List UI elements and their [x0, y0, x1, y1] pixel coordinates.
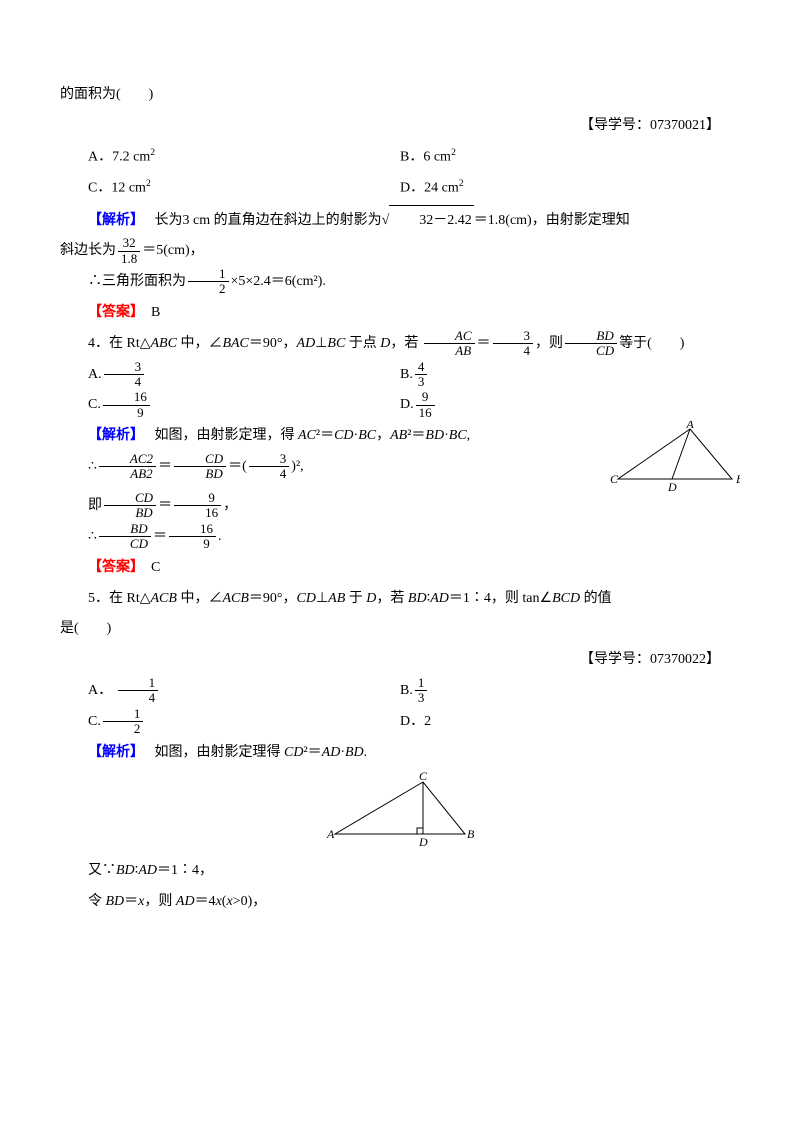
q4-optA: A.34 — [60, 360, 400, 391]
q5-stem-2: 是( ) — [60, 614, 740, 645]
q5-options-1: A． 14 B.13 — [60, 676, 740, 707]
answer-label: 【答案】 — [88, 560, 137, 575]
svg-text:C: C — [419, 772, 428, 783]
svg-text:A: A — [326, 827, 335, 841]
q3-optC: C．12 cm2 — [60, 173, 400, 204]
q5-stem: 5．在 Rt△ACB 中，∠ACB＝90°，CD⊥AB 于 D，若 BD∶AD＝… — [60, 584, 740, 615]
answer-label: 【答案】 — [88, 305, 137, 320]
q3-analysis-3: ∴三角形面积为12×5×2.4＝6(cm²). — [60, 267, 740, 298]
q3-analysis-1: 【解析】 长为3 cm 的直角边在斜边上的射影为32－2.42＝1.8(cm)，… — [60, 205, 740, 237]
svg-text:D: D — [667, 480, 677, 491]
analysis-label: 【解析】 — [88, 745, 137, 760]
q5-optC: C.12 — [60, 707, 400, 738]
q4-optB: B.43 — [400, 360, 740, 391]
q3-answer: 【答案】 B — [60, 298, 740, 329]
svg-text:B: B — [467, 827, 475, 841]
q4-diagram: A B C D — [610, 421, 740, 491]
q4-options-2: C.169 D.916 — [60, 390, 740, 421]
svg-text:D: D — [418, 835, 428, 849]
q5-optD: D．2 — [400, 707, 740, 738]
q3-ref: 【导学号：07370021】 — [60, 111, 740, 142]
q3-optB: B．6 cm2 — [400, 142, 740, 173]
q4-optD: D.916 — [400, 390, 740, 421]
svg-text:C: C — [610, 472, 619, 486]
q5-analysis-2: 又∵BD∶AD＝1∶4， — [60, 856, 740, 887]
q3-options-2: C．12 cm2 D．24 cm2 — [60, 173, 740, 204]
q4-optC: C.169 — [60, 390, 400, 421]
q4-analysis-3: 即CDBD＝916， — [60, 491, 740, 522]
q3-analysis-2: 斜边长为321.8＝5(cm)， — [60, 236, 740, 267]
q4-answer: 【答案】 C — [60, 553, 740, 584]
q3-options-1: A．7.2 cm2 B．6 cm2 — [60, 142, 740, 173]
q5-optA: A． 14 — [60, 676, 400, 707]
q3-optA: A．7.2 cm2 — [60, 142, 400, 173]
q3-optD: D．24 cm2 — [400, 173, 740, 204]
q4-stem: 4．在 Rt△ABC 中，∠BAC＝90°，AD⊥BC 于点 D，若 ACAB＝… — [60, 329, 740, 360]
analysis-label: 【解析】 — [88, 428, 137, 443]
q5-options-2: C.12 D．2 — [60, 707, 740, 738]
q5-diagram: C A B D — [325, 772, 475, 852]
q4-options-1: A.34 B.43 — [60, 360, 740, 391]
svg-text:A: A — [685, 421, 694, 431]
q5-optB: B.13 — [400, 676, 740, 707]
q5-ref: 【导学号：07370022】 — [60, 645, 740, 676]
svg-text:B: B — [736, 472, 740, 486]
q4-analysis-4: ∴BDCD＝169. — [60, 522, 740, 553]
analysis-label: 【解析】 — [88, 213, 137, 228]
q5-analysis-1: 【解析】 如图，由射影定理得 CD²＝AD·BD. — [60, 738, 740, 769]
q5-analysis-3: 令 BD＝x，则 AD＝4x(x>0)， — [60, 887, 740, 918]
q3-stem-tail: 的面积为( ) — [60, 80, 740, 111]
